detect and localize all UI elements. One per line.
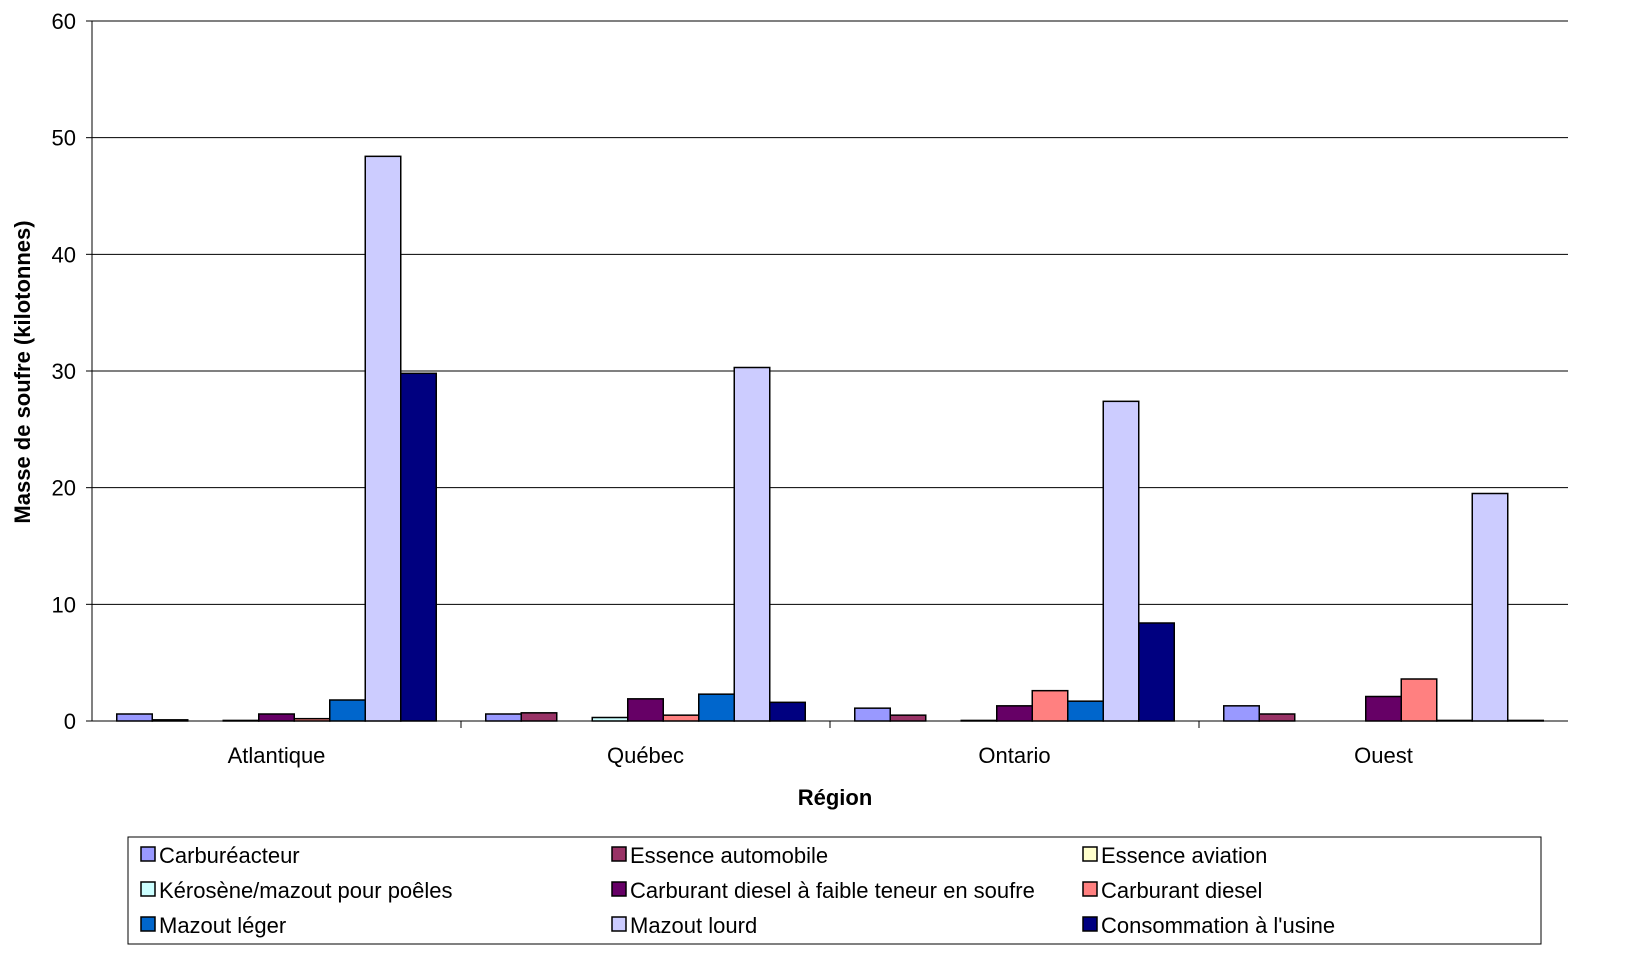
legend-label: Consommation à l'usine xyxy=(1101,913,1335,938)
legend-swatch xyxy=(140,916,156,932)
bar xyxy=(1400,678,1438,722)
x-tick-label: Ouest xyxy=(1354,743,1413,768)
legend-label: Mazout léger xyxy=(159,913,286,938)
legend-label: Carburéacteur xyxy=(159,843,300,868)
bar xyxy=(996,705,1033,722)
gridlines xyxy=(92,20,1568,605)
bar xyxy=(854,707,891,722)
legend-swatch xyxy=(611,916,627,932)
bar xyxy=(698,693,735,722)
bar xyxy=(1067,700,1104,722)
bar xyxy=(258,713,295,722)
bar xyxy=(1138,622,1175,722)
bar xyxy=(400,372,437,722)
x-tick-label: Ontario xyxy=(978,743,1050,768)
legend-label: Carburant diesel à faible teneur en souf… xyxy=(630,878,1035,903)
y-tick-label: 50 xyxy=(52,126,76,151)
axes xyxy=(86,20,1568,728)
legend-box xyxy=(127,836,1542,945)
y-tick-label: 30 xyxy=(52,359,76,384)
bar xyxy=(1223,705,1260,722)
y-tick-label: 20 xyxy=(52,476,76,501)
legend-label: Essence automobile xyxy=(630,843,828,868)
x-tick-label: Atlantique xyxy=(228,743,326,768)
y-tick-label: 10 xyxy=(52,592,76,617)
bar xyxy=(889,714,927,722)
y-tick-label: 0 xyxy=(64,709,76,734)
legend-swatch xyxy=(1082,916,1098,932)
axis-labels: 0 10 20 30 40 50 60 Atlantique Québec Ontario Oues… xyxy=(52,9,1413,768)
y-tick-label: 40 xyxy=(52,242,76,267)
legend-label: Essence aviation xyxy=(1101,843,1267,868)
bar xyxy=(116,713,153,722)
legend-swatch xyxy=(611,881,627,897)
bars xyxy=(116,155,1544,722)
bar xyxy=(1258,713,1296,722)
legend-label: Carburant diesel xyxy=(1101,878,1262,903)
legend-swatch xyxy=(1082,846,1098,862)
bar xyxy=(364,155,402,722)
legend-swatch xyxy=(1082,881,1098,897)
bar xyxy=(485,713,522,722)
bar xyxy=(1471,492,1509,722)
legend-swatch xyxy=(140,881,156,897)
legend-swatch xyxy=(140,846,156,862)
bar xyxy=(1102,400,1140,722)
legend-label: Mazout lourd xyxy=(630,913,757,938)
x-tick-label: Québec xyxy=(607,743,684,768)
x-axis-title: Région xyxy=(798,785,873,810)
bar xyxy=(769,701,806,722)
y-tick-label: 60 xyxy=(52,9,76,34)
legend-label: Kérosène/mazout pour poêles xyxy=(159,878,453,903)
bar xyxy=(329,699,366,722)
y-axis-title: Masse de soufre (kilotonnes) xyxy=(10,220,35,523)
bar xyxy=(520,712,558,722)
bar xyxy=(662,714,700,722)
bar xyxy=(1365,695,1402,722)
bar xyxy=(733,366,771,722)
bar xyxy=(591,716,629,722)
bar xyxy=(1031,689,1069,722)
bar xyxy=(627,698,664,722)
legend-swatch xyxy=(611,846,627,862)
legend: Carburéacteur Essence automobile Essence a… xyxy=(127,836,1542,945)
